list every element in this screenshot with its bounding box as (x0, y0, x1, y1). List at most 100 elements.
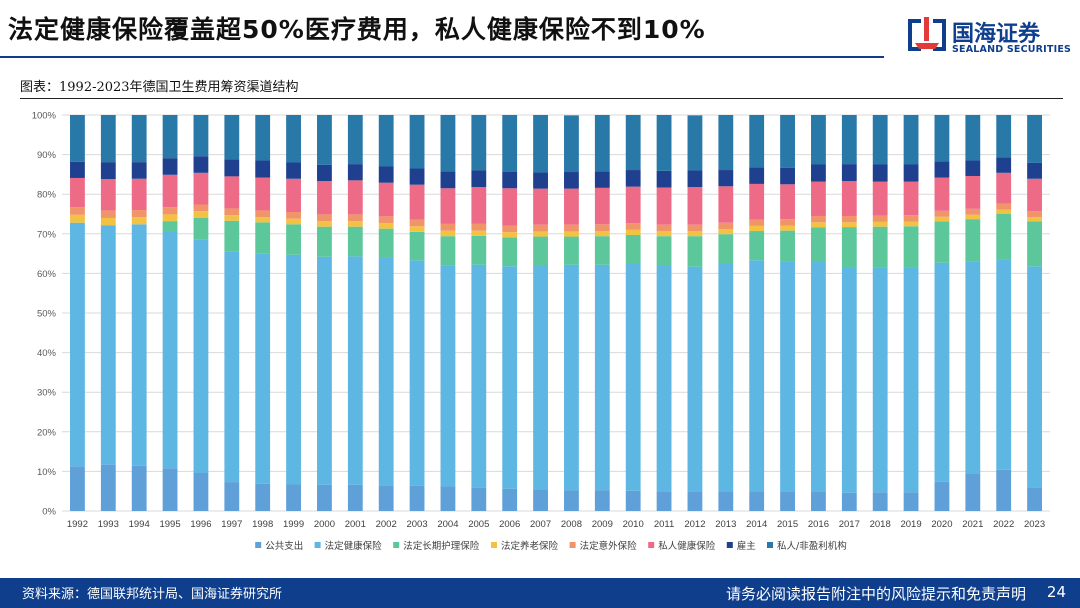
bar-segment (162, 221, 178, 232)
x-tick-label: 2001 (345, 519, 366, 530)
page-number: 24 (1046, 583, 1066, 601)
bar-segment (131, 162, 147, 179)
bar-segment (224, 176, 240, 209)
bar-segment (872, 215, 888, 222)
caption-divider (20, 98, 1063, 99)
bar-segment (224, 251, 240, 483)
bar-segment (502, 237, 518, 267)
page-title: 法定健康保险覆盖超50%医疗费用，私人健康保险不到10% (8, 15, 706, 44)
bar-segment (780, 115, 795, 168)
bar-segment (502, 115, 518, 172)
bar-segment (749, 231, 765, 261)
bar-segment (100, 464, 116, 511)
bar-segment (131, 210, 147, 218)
bar-segment (471, 115, 487, 171)
bar-segment (347, 180, 363, 215)
stacked-bar-chart: 0% 10% 20% 30% 40% 50% 60% 70% 80% 90% 100% 1992 199… (32, 111, 1050, 552)
bar-segment (440, 223, 456, 231)
bar-segment (841, 222, 857, 228)
bar-segment (440, 230, 456, 237)
bar-segment (533, 188, 548, 225)
bar-segment (841, 227, 857, 268)
bar-segment (317, 221, 332, 227)
x-tick-label: 1993 (98, 519, 119, 530)
bar-segment (533, 224, 548, 232)
bar-segment (780, 261, 795, 492)
y-tick-label: 70% (37, 229, 57, 240)
bar-segment (811, 181, 826, 216)
bar-segment (903, 164, 919, 182)
bar-segment (317, 226, 332, 257)
bar-segment (533, 115, 548, 173)
bar-segment (934, 115, 950, 162)
legend-label: 雇主 (737, 540, 756, 552)
bar-segment (872, 267, 888, 493)
bar-segment (594, 224, 610, 232)
bar-segment (687, 491, 703, 511)
bar-segment (811, 115, 826, 165)
bar-segment (1027, 487, 1042, 511)
x-tick-label: 2003 (406, 519, 427, 530)
x-tick-label: 2004 (437, 519, 458, 530)
bar-segment (625, 186, 641, 224)
bar-segment (162, 158, 178, 175)
bar-segment (440, 265, 456, 487)
bar-segment (564, 231, 579, 237)
bar-segment (996, 172, 1012, 204)
bar-segment (224, 208, 240, 216)
bar-segment (347, 226, 363, 257)
bar-segment (409, 219, 425, 227)
bar-segment (409, 115, 425, 169)
bar-segment (378, 228, 394, 258)
x-tick-label: 2012 (684, 519, 705, 530)
x-tick-label: 2018 (870, 519, 891, 530)
bar-segment (100, 225, 116, 465)
bar-segment (594, 171, 610, 188)
bar-segment (471, 235, 487, 265)
bar-segment (378, 223, 394, 229)
x-tick-label: 2019 (900, 519, 921, 530)
bar-segment (718, 222, 734, 230)
bar-segment (317, 256, 332, 485)
bar-segment (409, 485, 425, 511)
bar-segment (1027, 266, 1042, 488)
footer-bar: 资料来源：德国联邦统计局、国海证券研究所 请务必阅读报告附注中的风险提示和免责声… (0, 578, 1080, 608)
bar-segment (594, 264, 610, 491)
y-tick-label: 0% (42, 507, 56, 518)
bar-segment (780, 491, 795, 511)
bar-segment (780, 167, 795, 185)
x-tick-label: 2008 (561, 519, 582, 530)
bar-segment (193, 239, 209, 473)
bar-segment (131, 224, 147, 466)
bar-segment (749, 491, 765, 511)
bar-segment (440, 486, 456, 511)
bar-segment (811, 215, 826, 223)
bar-segment (193, 172, 209, 205)
bar-segment (594, 115, 610, 172)
bar-segment (594, 490, 610, 511)
y-tick-label: 60% (37, 269, 57, 280)
x-tick-label: 2002 (376, 519, 397, 530)
bar-segment (780, 230, 795, 262)
y-tick-label: 30% (37, 388, 57, 399)
bar-segment (749, 183, 765, 220)
x-tick-label: 1992 (67, 519, 88, 530)
bar-segment (131, 178, 147, 211)
bar-segment (286, 484, 301, 511)
bar-segment (903, 181, 919, 216)
bar-segment (841, 164, 857, 182)
bar-segment (533, 265, 548, 491)
bar-segment (811, 227, 826, 262)
bar-segment (224, 115, 240, 160)
bar-segment (1027, 211, 1042, 218)
bar-segment (100, 179, 116, 211)
bar-segment (687, 115, 703, 171)
bar-segment (255, 222, 271, 254)
logo-text-en: SEALAND SECURITIES (952, 44, 1072, 55)
legend-label: 公共支出 (265, 540, 303, 552)
bar-segment (687, 224, 703, 232)
bar-segment (656, 224, 672, 232)
bar-segment (70, 207, 85, 215)
x-tick-label: 2017 (839, 519, 860, 530)
bar-segment (625, 115, 641, 171)
